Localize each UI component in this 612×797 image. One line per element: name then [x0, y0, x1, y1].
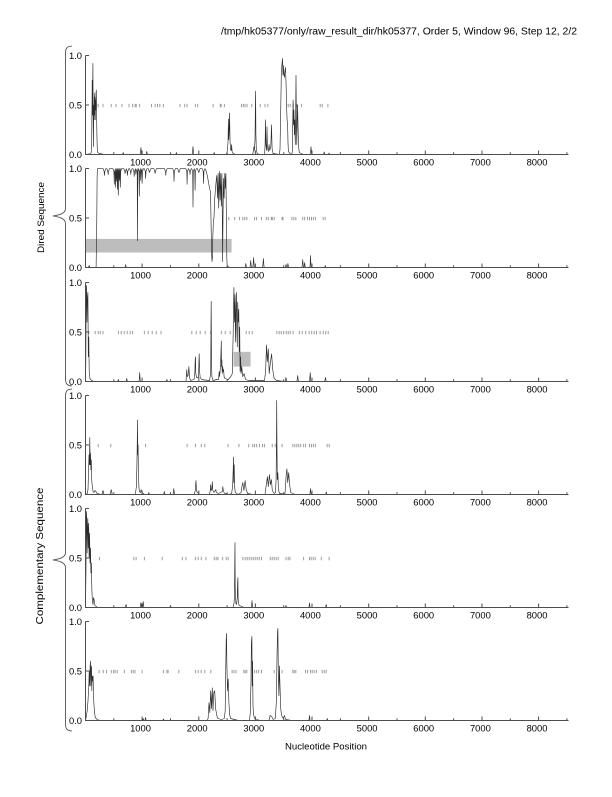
svg-text:2000: 2000	[187, 157, 208, 168]
svg-text:2000: 2000	[187, 723, 208, 734]
svg-text:1.0: 1.0	[69, 616, 82, 627]
svg-text:1000: 1000	[130, 384, 151, 395]
svg-text:2000: 2000	[187, 610, 208, 621]
svg-text:3000: 3000	[243, 157, 264, 168]
svg-text:7000: 7000	[470, 270, 491, 281]
svg-text:6000: 6000	[413, 610, 434, 621]
svg-text:5000: 5000	[357, 270, 378, 281]
svg-text:/tmp/hk05377/only/raw_result_d: /tmp/hk05377/only/raw_result_dir/hk05377…	[221, 27, 577, 38]
svg-text:0.0: 0.0	[69, 715, 82, 726]
svg-text:Dired Sequence: Dired Sequence	[36, 182, 47, 253]
svg-text:0.0: 0.0	[69, 602, 82, 613]
svg-text:5000: 5000	[357, 610, 378, 621]
svg-text:2000: 2000	[187, 270, 208, 281]
svg-text:4000: 4000	[300, 157, 321, 168]
svg-text:4000: 4000	[300, 723, 321, 734]
svg-text:0.0: 0.0	[69, 489, 82, 500]
svg-text:7000: 7000	[470, 384, 491, 395]
svg-text:1000: 1000	[130, 610, 151, 621]
svg-text:4000: 4000	[300, 497, 321, 508]
svg-text:2000: 2000	[187, 384, 208, 395]
svg-text:3000: 3000	[243, 384, 264, 395]
svg-text:Nucleotide Position: Nucleotide Position	[285, 742, 367, 753]
svg-text:0.5: 0.5	[69, 212, 82, 223]
svg-text:3000: 3000	[243, 497, 264, 508]
svg-text:1000: 1000	[130, 157, 151, 168]
svg-text:1000: 1000	[130, 723, 151, 734]
svg-text:7000: 7000	[470, 610, 491, 621]
svg-text:0.5: 0.5	[69, 552, 82, 563]
svg-text:8000: 8000	[527, 723, 548, 734]
svg-text:1.0: 1.0	[69, 163, 82, 174]
svg-text:1000: 1000	[130, 497, 151, 508]
svg-text:8000: 8000	[527, 157, 548, 168]
svg-text:0.5: 0.5	[69, 439, 82, 450]
svg-text:2000: 2000	[187, 497, 208, 508]
svg-text:1.0: 1.0	[69, 390, 82, 401]
svg-text:6000: 6000	[413, 270, 434, 281]
svg-text:1000: 1000	[130, 270, 151, 281]
svg-text:6000: 6000	[413, 497, 434, 508]
svg-text:8000: 8000	[527, 270, 548, 281]
svg-text:3000: 3000	[243, 610, 264, 621]
svg-text:8000: 8000	[527, 384, 548, 395]
svg-text:5000: 5000	[357, 723, 378, 734]
svg-text:3000: 3000	[243, 723, 264, 734]
svg-text:6000: 6000	[413, 157, 434, 168]
svg-text:1.0: 1.0	[69, 503, 82, 514]
svg-text:0.5: 0.5	[69, 99, 82, 110]
svg-text:0.5: 0.5	[69, 665, 82, 676]
svg-text:8000: 8000	[527, 610, 548, 621]
svg-text:8000: 8000	[527, 497, 548, 508]
svg-text:5000: 5000	[357, 157, 378, 168]
svg-text:1.0: 1.0	[69, 50, 82, 61]
svg-text:0.0: 0.0	[69, 262, 82, 273]
svg-text:6000: 6000	[413, 723, 434, 734]
svg-text:1.0: 1.0	[69, 277, 82, 288]
svg-text:4000: 4000	[300, 610, 321, 621]
svg-text:6000: 6000	[413, 384, 434, 395]
svg-text:0.5: 0.5	[69, 326, 82, 337]
svg-text:0.0: 0.0	[69, 376, 82, 387]
svg-text:7000: 7000	[470, 497, 491, 508]
svg-text:7000: 7000	[470, 157, 491, 168]
svg-text:4000: 4000	[300, 384, 321, 395]
svg-text:7000: 7000	[470, 723, 491, 734]
svg-text:5000: 5000	[357, 384, 378, 395]
svg-text:4000: 4000	[300, 270, 321, 281]
svg-text:5000: 5000	[357, 497, 378, 508]
svg-text:0.0: 0.0	[69, 149, 82, 160]
svg-text:3000: 3000	[243, 270, 264, 281]
svg-text:Complementary Sequence: Complementary Sequence	[35, 487, 46, 624]
